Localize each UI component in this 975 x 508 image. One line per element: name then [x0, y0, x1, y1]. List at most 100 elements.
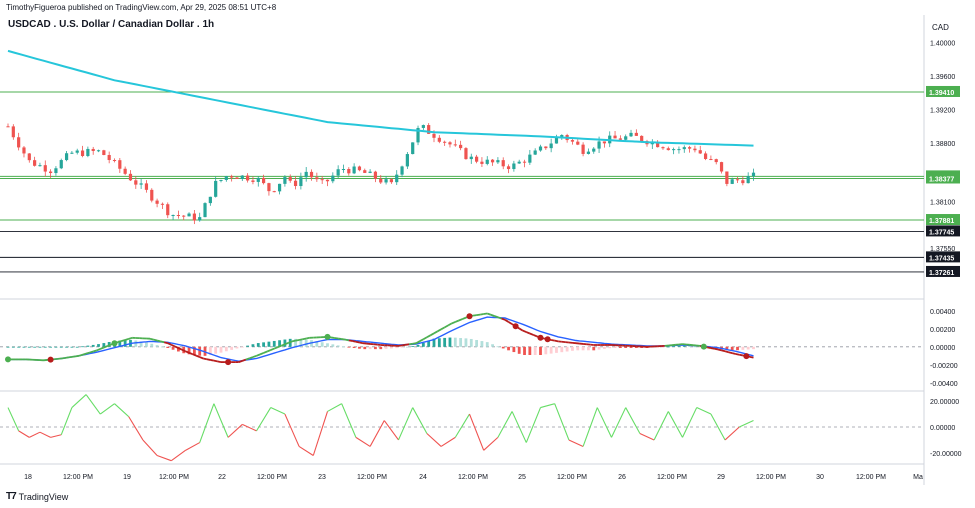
histogram-bar [363, 346, 367, 350]
macd-line-segment [330, 336, 335, 339]
candle-body [347, 169, 351, 174]
candle-body [672, 149, 676, 151]
histogram-bar [565, 346, 569, 352]
macd-line-segment [490, 313, 495, 317]
x-tick-label: 25 [518, 474, 526, 481]
candle-body [240, 175, 244, 179]
candle-body [134, 180, 138, 185]
histogram-bar [613, 346, 617, 348]
candle-body [144, 183, 149, 190]
macd-line-segment [341, 338, 346, 341]
histogram-bar [272, 340, 276, 347]
histogram-bar [555, 346, 558, 353]
candle-body [384, 179, 388, 183]
x-tick-label: 12:00 PM [159, 474, 189, 481]
histogram-bar [11, 346, 15, 348]
histogram-bar [161, 346, 164, 348]
cross-signal-dot [5, 356, 11, 363]
histogram-bar [512, 346, 516, 353]
macd-line-segment [291, 339, 296, 343]
candle-body [315, 177, 319, 180]
candle-body [624, 136, 628, 140]
level-label: 1.37261 [929, 270, 954, 277]
x-tick-label: 22 [218, 474, 226, 481]
tradingview-logo[interactable]: T7 TradingView [6, 491, 68, 502]
candle-body [741, 180, 745, 184]
candle-body [719, 162, 724, 172]
candle-body [128, 173, 133, 181]
macd-line-segment [437, 328, 442, 333]
candle-body [411, 142, 415, 155]
histogram-bar [43, 346, 47, 348]
macd-line-segment [252, 354, 257, 358]
candle-body [459, 144, 463, 149]
cross-signal-dot [47, 356, 54, 363]
histogram-bar [374, 346, 377, 350]
candle-body [490, 159, 495, 163]
candle-body [27, 153, 31, 161]
candle-body [107, 154, 111, 161]
cross-signal-dot [324, 333, 331, 340]
candle-body [208, 196, 212, 204]
candle-body [203, 203, 207, 218]
candle-body [182, 215, 186, 217]
momentum-line-segment [7, 407, 20, 432]
candle-body [549, 143, 553, 149]
macd-line-segment [454, 319, 460, 323]
candle-body [54, 168, 58, 174]
level-badge [926, 85, 960, 97]
candle-body [538, 146, 543, 151]
candle-body [501, 160, 505, 167]
momentum-line-segment [383, 420, 399, 441]
macd-line-segment [472, 314, 477, 317]
histogram-bar [475, 340, 478, 347]
macd-line-segment [85, 351, 90, 355]
histogram-bar [682, 345, 686, 347]
macd-line-segment [352, 340, 357, 343]
macd-line-segment [433, 330, 438, 335]
macd-line-segment [170, 344, 176, 348]
histogram-bar [400, 346, 404, 348]
macd-line-segment [735, 353, 740, 356]
candle-body [427, 125, 431, 134]
candle-body [102, 150, 106, 155]
candle-body [517, 161, 521, 164]
momentum-line-segment [39, 431, 51, 438]
momentum-line-segment [667, 411, 683, 438]
candle-body [166, 204, 170, 216]
currency-label: CAD [932, 23, 949, 32]
macd-line-segment [68, 355, 73, 359]
macd-line-segment [302, 337, 307, 341]
macd-line-segment [462, 316, 467, 320]
macd-line-segment [525, 331, 531, 335]
histogram-bar [603, 346, 606, 349]
momentum-line-segment [156, 455, 172, 462]
candle-body [512, 163, 516, 170]
momentum-line-segment [29, 431, 41, 438]
symbol-title[interactable]: USDCAD . U.S. Dollar / Canadian Dollar .… [8, 19, 215, 30]
level-badge [926, 225, 960, 237]
macd-line-segment [444, 324, 449, 329]
macd-line-segment [284, 342, 289, 346]
histogram-bar [352, 346, 356, 348]
candle-body [235, 177, 239, 179]
tradingview-logo-icon: T7 [6, 491, 17, 502]
cross-signal-dot [743, 353, 750, 360]
candle-body [688, 147, 692, 149]
candle-body [725, 171, 729, 184]
candle-body [496, 160, 500, 163]
histogram-bar [70, 346, 74, 348]
momentum-line-segment [327, 403, 342, 412]
histogram-bar [501, 346, 505, 349]
macd-line-segment [550, 339, 555, 342]
cross-signal-dot [700, 343, 707, 350]
macd-line-segment [213, 359, 218, 363]
candle-body [262, 177, 266, 184]
candle-body [363, 170, 367, 173]
histogram-bar [752, 346, 755, 350]
macd-line-segment [174, 345, 179, 349]
candle-body [469, 156, 473, 160]
candle-body [283, 177, 287, 184]
momentum-line-segment [256, 407, 272, 432]
